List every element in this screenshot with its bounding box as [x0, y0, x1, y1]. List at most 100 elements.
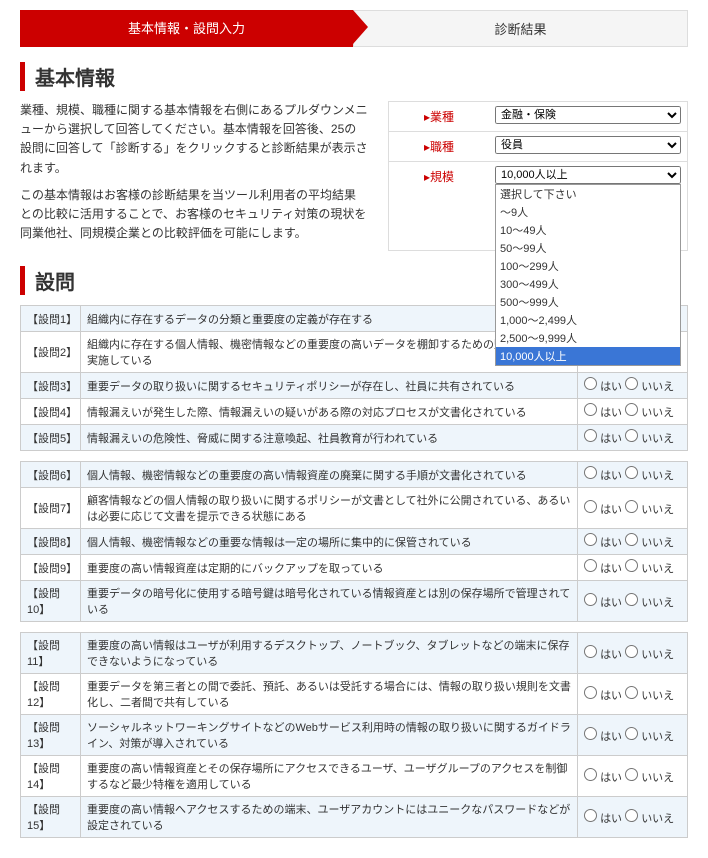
scale-option[interactable]: 10,000人以上	[496, 347, 680, 365]
question-number: 【設問2】	[21, 332, 81, 373]
question-row: 【設問10】重要データの暗号化に使用する暗号鍵は暗号化されている情報資産とは別の…	[21, 581, 688, 622]
answer-no-radio[interactable]	[625, 727, 638, 740]
answer-yes-radio[interactable]	[584, 727, 597, 740]
answer-yes-label: はい	[600, 381, 622, 393]
answer-no-label: いいえ	[641, 649, 674, 661]
answer-no-label: いいえ	[641, 407, 674, 419]
selector-panel: 業種 金融・保険 職種 役員 規模 10,000人以上 選択して下さい～9人10…	[388, 101, 688, 251]
question-answer: はい いいえ	[578, 462, 688, 488]
answer-yes-radio[interactable]	[584, 403, 597, 416]
industry-select[interactable]: 金融・保険	[495, 106, 681, 124]
answer-yes-label: はい	[600, 649, 622, 661]
question-row: 【設問12】重要データを第三者との間で委託、預託、あるいは受託する場合には、情報…	[21, 674, 688, 715]
position-label: 職種	[389, 132, 489, 161]
question-number: 【設問13】	[21, 715, 81, 756]
question-table: 【設問6】個人情報、機密情報などの重要度の高い情報資産の廃棄に関する手順が文書化…	[20, 461, 688, 622]
question-number: 【設問3】	[21, 373, 81, 399]
question-text: ソーシャルネットワーキングサイトなどのWebサービス利用時の情報の取り扱いに関す…	[81, 715, 578, 756]
answer-yes-label: はい	[600, 407, 622, 419]
tab-basic[interactable]: 基本情報・設問入力	[20, 10, 353, 47]
question-number: 【設問4】	[21, 399, 81, 425]
question-number: 【設問15】	[21, 797, 81, 838]
question-number: 【設問1】	[21, 306, 81, 332]
question-row: 【設問14】重要度の高い情報資産とその保存場所にアクセスできるユーザ、ユーザグル…	[21, 756, 688, 797]
answer-yes-radio[interactable]	[584, 533, 597, 546]
question-answer: はい いいえ	[578, 797, 688, 838]
question-table: 【設問11】重要度の高い情報はユーザが利用するデスクトップ、ノートブック、タブレ…	[20, 632, 688, 838]
question-answer: はい いいえ	[578, 399, 688, 425]
question-answer: はい いいえ	[578, 425, 688, 451]
scale-option[interactable]: 2,500～9,999人	[496, 329, 680, 347]
scale-option[interactable]: 1,000～2,499人	[496, 311, 680, 329]
answer-yes-radio[interactable]	[584, 645, 597, 658]
scale-option[interactable]: 選択して下さい	[496, 185, 680, 203]
answer-yes-radio[interactable]	[584, 500, 597, 513]
answer-yes-radio[interactable]	[584, 377, 597, 390]
answer-yes-radio[interactable]	[584, 593, 597, 606]
question-number: 【設問9】	[21, 555, 81, 581]
question-text: 重要度の高い情報資産とその保存場所にアクセスできるユーザ、ユーザグループのアクセ…	[81, 756, 578, 797]
question-row: 【設問3】重要データの取り扱いに関するセキュリティポリシーが存在し、社員に共有さ…	[21, 373, 688, 399]
question-text: 重要度の高い情報へアクセスするための端末、ユーザアカウントにはユニークなパスワー…	[81, 797, 578, 838]
answer-no-radio[interactable]	[625, 466, 638, 479]
tab-result[interactable]: 診断結果	[353, 10, 688, 47]
question-row: 【設問11】重要度の高い情報はユーザが利用するデスクトップ、ノートブック、タブレ…	[21, 633, 688, 674]
question-text: 個人情報、機密情報などの重要度の高い情報資産の廃棄に関する手順が文書化されている	[81, 462, 578, 488]
answer-yes-label: はい	[600, 597, 622, 609]
intro-p1: 業種、規模、職種に関する基本情報を右側にあるプルダウンメニューから選択して回答し…	[20, 101, 368, 178]
question-number: 【設問14】	[21, 756, 81, 797]
scale-option[interactable]: 50～99人	[496, 239, 680, 257]
answer-no-label: いいえ	[641, 690, 674, 702]
answer-no-radio[interactable]	[625, 809, 638, 822]
answer-yes-radio[interactable]	[584, 466, 597, 479]
answer-no-radio[interactable]	[625, 500, 638, 513]
answer-yes-radio[interactable]	[584, 686, 597, 699]
question-number: 【設問5】	[21, 425, 81, 451]
intro-p2: この基本情報はお客様の診断結果を当ツール利用者の平均結果との比較に活用することで…	[20, 186, 368, 244]
question-answer: はい いいえ	[578, 633, 688, 674]
question-text: 顧客情報などの個人情報の取り扱いに関するポリシーが文書として社外に公開されている…	[81, 488, 578, 529]
answer-no-radio[interactable]	[625, 768, 638, 781]
question-answer: はい いいえ	[578, 373, 688, 399]
answer-no-radio[interactable]	[625, 429, 638, 442]
question-number: 【設問11】	[21, 633, 81, 674]
question-answer: はい いいえ	[578, 756, 688, 797]
scale-option[interactable]: 300～499人	[496, 275, 680, 293]
scale-label: 規模	[389, 162, 489, 191]
scale-option[interactable]: 500～999人	[496, 293, 680, 311]
answer-no-radio[interactable]	[625, 403, 638, 416]
question-row: 【設問9】重要度の高い情報資産は定期的にバックアップを取っている はい いいえ	[21, 555, 688, 581]
answer-yes-label: はい	[600, 772, 622, 784]
answer-no-label: いいえ	[641, 813, 674, 825]
answer-yes-label: はい	[600, 813, 622, 825]
answer-no-radio[interactable]	[625, 686, 638, 699]
question-answer: はい いいえ	[578, 555, 688, 581]
answer-no-label: いいえ	[641, 731, 674, 743]
question-text: 重要データを第三者との間で委託、預託、あるいは受託する場合には、情報の取り扱い規…	[81, 674, 578, 715]
question-text: 重要度の高い情報はユーザが利用するデスクトップ、ノートブック、タブレットなどの端…	[81, 633, 578, 674]
answer-yes-radio[interactable]	[584, 809, 597, 822]
question-row: 【設問6】個人情報、機密情報などの重要度の高い情報資産の廃棄に関する手順が文書化…	[21, 462, 688, 488]
scale-option[interactable]: 10～49人	[496, 221, 680, 239]
question-number: 【設問6】	[21, 462, 81, 488]
scale-select[interactable]: 10,000人以上	[495, 166, 681, 184]
intro-text: 業種、規模、職種に関する基本情報を右側にあるプルダウンメニューから選択して回答し…	[20, 101, 368, 251]
question-text: 情報漏えいが発生した際、情報漏えいの疑いがある際の対応プロセスが文書化されている	[81, 399, 578, 425]
answer-no-radio[interactable]	[625, 377, 638, 390]
scale-dropdown[interactable]: 選択して下さい～9人10～49人50～99人100～299人300～499人50…	[495, 184, 681, 366]
answer-yes-radio[interactable]	[584, 559, 597, 572]
industry-label: 業種	[389, 102, 489, 131]
answer-no-radio[interactable]	[625, 593, 638, 606]
question-row: 【設問5】情報漏えいの危険性、脅威に関する注意喚起、社員教育が行われている はい…	[21, 425, 688, 451]
answer-yes-label: はい	[600, 690, 622, 702]
scale-option[interactable]: 100～299人	[496, 257, 680, 275]
answer-yes-radio[interactable]	[584, 429, 597, 442]
answer-yes-radio[interactable]	[584, 768, 597, 781]
answer-no-radio[interactable]	[625, 533, 638, 546]
answer-no-radio[interactable]	[625, 645, 638, 658]
answer-yes-label: はい	[600, 731, 622, 743]
position-select[interactable]: 役員	[495, 136, 681, 154]
answer-no-radio[interactable]	[625, 559, 638, 572]
question-answer: はい いいえ	[578, 715, 688, 756]
scale-option[interactable]: ～9人	[496, 203, 680, 221]
